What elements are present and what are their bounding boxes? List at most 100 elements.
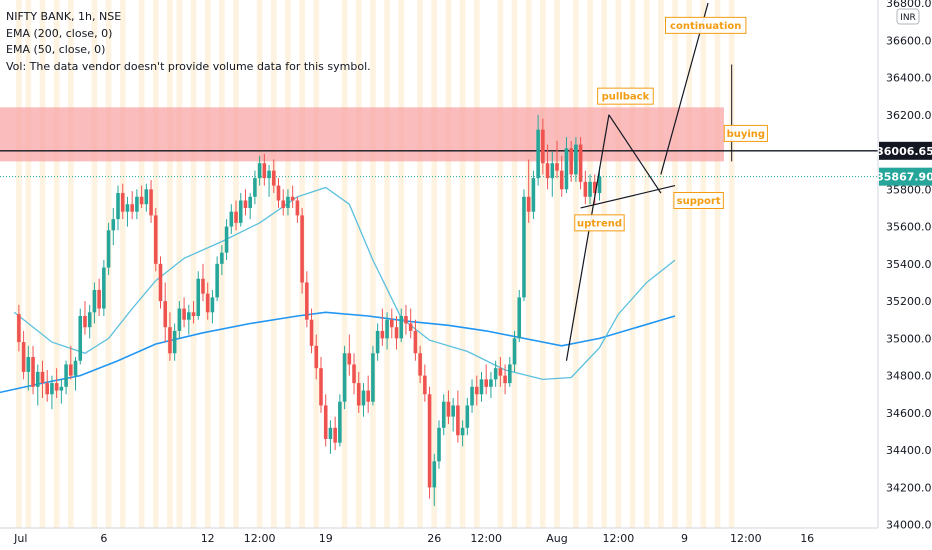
- candle-body: [597, 176, 602, 194]
- candle-39: [201, 263, 205, 302]
- candle-body: [517, 297, 522, 339]
- session-band-33: [525, 0, 532, 528]
- session-band-35: [554, 0, 560, 528]
- session-band-16: [256, 0, 263, 528]
- candle-body: [498, 368, 503, 376]
- candle-72: [356, 371, 361, 413]
- candle-56: [281, 189, 286, 216]
- session-band-3: [53, 0, 60, 528]
- candle-51: [257, 155, 262, 186]
- candle-108: [526, 159, 531, 223]
- candle-79: [390, 308, 394, 339]
- candle-64: [319, 357, 323, 413]
- candle-body: [281, 200, 286, 208]
- session-band-45: [700, 0, 707, 528]
- candle-body: [271, 170, 276, 186]
- candle-21: [116, 185, 120, 231]
- session-band-1: [25, 0, 32, 528]
- candle-body: [305, 282, 309, 320]
- candle-100: [489, 371, 493, 398]
- candle-58: [290, 185, 295, 208]
- candle-114: [555, 140, 559, 179]
- session-band-36: [573, 0, 579, 528]
- annotation-label: uptrend: [577, 218, 622, 229]
- candle-body: [408, 323, 413, 331]
- candle-96: [470, 379, 474, 413]
- candle-body: [356, 383, 361, 406]
- y-tick-label: 34200.00: [886, 481, 932, 494]
- candle-body: [106, 230, 111, 268]
- annotation-box: [665, 16, 747, 34]
- candle-body: [347, 353, 352, 365]
- annotation-label: pullback: [602, 92, 650, 103]
- candle-27: [144, 183, 149, 212]
- annotation-pullback: pullback: [597, 87, 654, 105]
- candle-body: [220, 252, 224, 264]
- candle-7: [50, 375, 54, 410]
- uptrend-line: [565, 114, 610, 361]
- y-tick-label: 35600.00: [886, 221, 932, 234]
- candle-body: [418, 353, 422, 376]
- candle-body: [50, 383, 54, 395]
- candle-70: [347, 334, 352, 376]
- candle-75: [371, 345, 375, 406]
- candle-82: [404, 304, 408, 335]
- candle-body: [526, 196, 531, 212]
- candle-45: [229, 204, 234, 235]
- legend-ema200[interactable]: EMA (200, close, 0): [6, 26, 113, 40]
- candle-body: [196, 278, 201, 317]
- candle-2: [26, 345, 31, 391]
- session-band-25: [398, 0, 405, 528]
- candle-1: [21, 330, 26, 380]
- candle-76: [375, 323, 380, 361]
- current-price-label: 35867.90: [876, 167, 932, 186]
- candle-body: [451, 405, 455, 417]
- candle-25: [135, 189, 139, 220]
- x-tick-label: 12:00: [730, 532, 762, 545]
- candle-19: [106, 222, 111, 276]
- candle-81: [399, 308, 404, 343]
- candle-body: [64, 364, 68, 387]
- legend-symbol[interactable]: NIFTY BANK, 1h, NSE: [6, 10, 122, 23]
- candle-body: [465, 405, 470, 428]
- candle-body: [479, 379, 484, 395]
- candle-111: [541, 118, 545, 175]
- current-price-bg: [879, 167, 932, 186]
- legend-ema50[interactable]: EMA (50, close, 0): [6, 43, 106, 56]
- candle-body: [460, 427, 465, 436]
- session-band-40: [629, 0, 636, 528]
- candle-body: [26, 357, 31, 372]
- session-band-18: [285, 0, 291, 528]
- x-tick-label: 12:00: [470, 532, 502, 545]
- session-band-17: [270, 0, 277, 528]
- candle-body: [314, 345, 319, 369]
- annotation-label: support: [677, 196, 721, 207]
- session-band-39: [615, 0, 622, 528]
- session-band-13: [204, 0, 211, 528]
- candle-41: [210, 289, 215, 324]
- candle-78: [385, 312, 389, 350]
- candle-body: [328, 427, 333, 439]
- candle-body: [390, 319, 394, 328]
- candle-body: [559, 170, 564, 190]
- y-tick-label: 34400.00: [886, 444, 932, 457]
- session-band-27: [431, 0, 438, 528]
- candle-15: [87, 304, 92, 339]
- candle-3: [31, 345, 35, 395]
- candle-body: [588, 181, 592, 197]
- annotation-continuation: continuation: [665, 16, 747, 34]
- candle-body: [536, 129, 540, 179]
- candle-35: [182, 297, 186, 328]
- candle-body: [97, 289, 101, 309]
- triangle-upper: [608, 114, 662, 194]
- x-tick-label: 16: [800, 532, 814, 545]
- legend-volume[interactable]: Vol: The data vendor doesn't provide vol…: [6, 59, 371, 73]
- y-tick-label: 35400.00: [886, 258, 932, 271]
- candle-99: [484, 364, 488, 395]
- candle-47: [238, 193, 243, 227]
- candle-body: [234, 211, 238, 223]
- candle-44: [224, 219, 229, 261]
- candle-body: [92, 289, 97, 313]
- candle-121: [588, 174, 592, 205]
